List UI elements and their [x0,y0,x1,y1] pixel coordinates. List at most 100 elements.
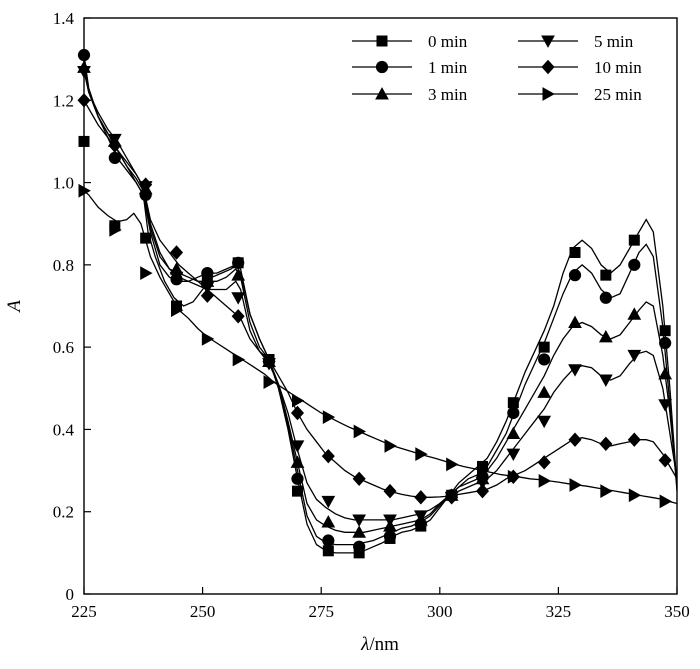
series-line-0-min [83,59,678,554]
data-point-0-min [140,232,152,244]
data-point-3-min [321,515,336,528]
data-point-3-min [290,455,305,468]
data-point-5-min [231,292,246,305]
legend-marker-1-min [375,60,389,74]
x-tick-label: 300 [427,602,453,621]
data-point-10-min [658,453,672,468]
data-point-0-min [171,300,183,312]
data-point-25-min [201,332,215,346]
data-point-1-min [383,530,397,543]
data-point-1-min [201,266,214,280]
data-point-3-min [627,307,642,320]
legend-label-10-min: 10 min [594,58,642,77]
marker-layer [77,48,673,559]
data-point-5-min [383,514,397,527]
data-point-1-min [322,534,335,547]
data-point-10-min [627,432,641,447]
legend-marker-5-min [541,35,555,48]
data-point-25-min [384,439,397,453]
data-point-25-min [353,424,367,439]
data-point-1-min [659,336,672,350]
data-point-25-min [232,352,246,367]
data-point-1-min [353,540,366,553]
data-point-1-min [291,472,304,485]
legend-label-1-min: 1 min [428,58,468,77]
data-point-25-min [600,484,613,499]
data-point-0-min [600,269,612,281]
data-point-3-min [598,329,613,343]
data-point-10-min [321,448,335,464]
data-point-10-min [475,483,490,499]
data-point-25-min [291,393,305,408]
x-tick-label: 350 [664,602,690,621]
data-point-5-min [658,399,673,412]
data-point-25-min [659,494,673,509]
data-point-5-min [290,440,305,453]
x-tick-label: 275 [308,602,334,621]
data-point-3-min [231,268,246,281]
legend-marker-25-min [542,87,555,101]
x-tick-label: 325 [546,602,572,621]
data-point-0-min [109,220,121,232]
legend-marker-0-min [376,35,388,47]
legend-label-3-min: 3 min [428,85,468,104]
data-point-1-min [538,353,551,366]
data-point-5-min [352,514,367,527]
legend-label-0-min: 0 min [428,32,468,51]
data-point-5-min [537,415,552,429]
data-point-10-min [352,471,366,487]
legend-marker-10-min [541,59,555,75]
y-tick-label: 0.2 [53,503,74,522]
data-point-10-min [414,490,428,505]
y-tick-label: 0.4 [53,420,75,439]
data-point-1-min [108,151,121,164]
data-point-10-min [568,432,582,447]
data-point-0-min [291,485,303,497]
data-point-5-min [200,281,215,295]
data-point-10-min [599,436,613,452]
data-point-0-min [476,460,488,472]
data-point-3-min [568,315,582,328]
plot-area-frame [83,17,678,595]
data-point-5-min [627,349,642,363]
data-point-3-min [352,525,367,538]
legend-label-5-min: 5 min [594,32,634,51]
data-point-5-min [475,477,490,490]
data-point-25-min [476,463,490,478]
data-point-5-min [169,271,184,285]
data-point-25-min [263,375,276,389]
y-tick-label: 1.0 [53,174,74,193]
data-point-1-min [232,256,245,269]
data-point-10-min [200,288,214,303]
data-point-10-min [231,309,245,324]
data-point-0-min [538,341,550,353]
data-point-0-min [507,397,519,409]
data-point-10-min [262,354,276,369]
y-tick-label: 1.2 [53,91,74,110]
y-axis-label: A [4,300,25,314]
data-point-1-min [599,291,612,304]
data-point-5-min [568,364,582,377]
data-point-1-min [628,258,641,271]
data-point-25-min [538,473,552,488]
data-point-25-min [569,478,582,492]
data-point-10-min [108,138,122,153]
y-tick-label: 1.4 [53,9,75,28]
data-point-25-min [628,488,642,503]
data-point-10-min [537,455,551,470]
legend: 0 min 1 min 3 min 5 min 10 min 25 min [352,32,642,104]
data-point-1-min [568,269,582,282]
data-point-10-min [383,483,397,499]
x-tick-label: 225 [71,602,97,621]
data-point-1-min [507,406,520,420]
data-point-5-min [598,374,613,387]
x-tick-label: 250 [190,602,216,621]
legend-label-25-min: 25 min [594,85,642,104]
x-axis-label-unit: /nm [369,634,399,655]
data-point-0-min [628,234,640,246]
data-point-25-min [140,266,153,280]
x-axis-label: λ/nm [360,634,399,655]
data-point-5-min [321,495,336,509]
